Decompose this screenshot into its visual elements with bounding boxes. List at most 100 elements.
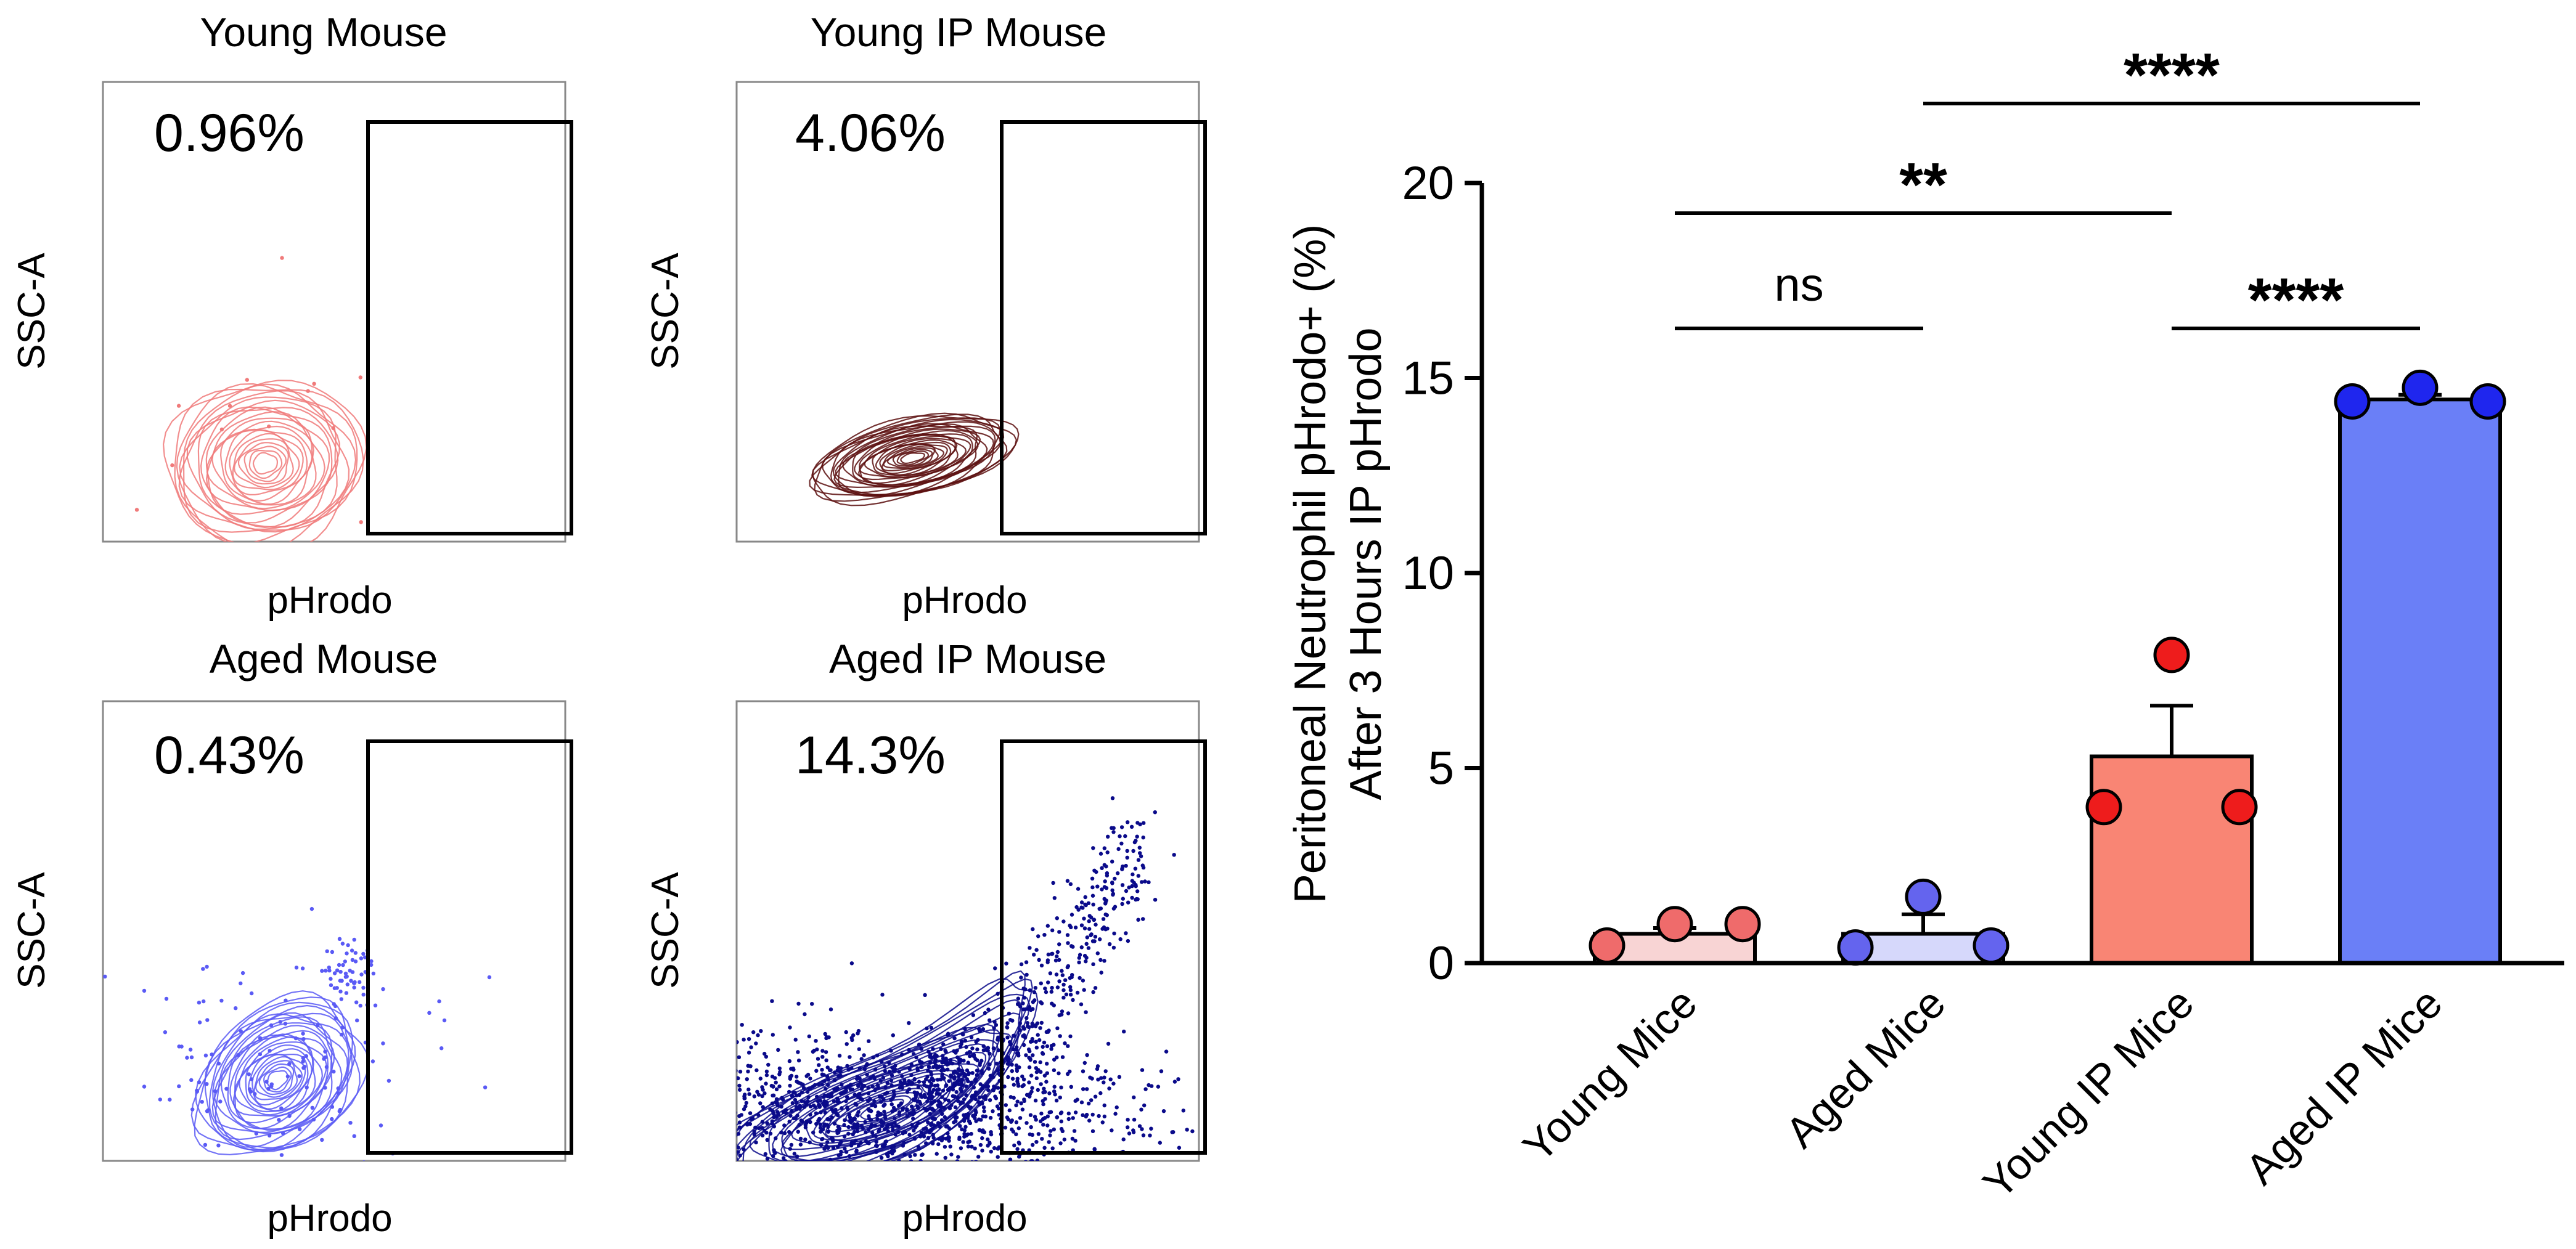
event-dot [279, 1153, 284, 1157]
event-dot [855, 1184, 859, 1187]
contour-line [737, 978, 1033, 1161]
event-dot [1032, 953, 1036, 957]
event-dot [1053, 1092, 1057, 1097]
event-dot [177, 1084, 181, 1089]
event-dot [1058, 1141, 1063, 1145]
event-dot [452, 1203, 456, 1207]
event-dot [687, 1093, 691, 1097]
event-dot [632, 1175, 636, 1179]
event-dot [659, 1097, 663, 1101]
event-dot [662, 1088, 666, 1091]
event-dot [803, 1012, 807, 1017]
event-dot [1105, 913, 1110, 917]
event-dot [1111, 826, 1116, 831]
event-dot [1082, 953, 1087, 958]
event-dot [889, 1102, 894, 1107]
event-dot [1079, 1002, 1084, 1007]
event-dot [1131, 1128, 1135, 1133]
category-label: Young IP Mice [1974, 978, 2203, 1208]
event-dot [1068, 1034, 1073, 1039]
event-dot [959, 1146, 963, 1150]
event-dot [1043, 1097, 1047, 1101]
event-dot [1066, 1111, 1071, 1116]
event-dot [714, 1083, 718, 1087]
event-dot [1091, 846, 1095, 850]
event-dot [197, 1000, 202, 1005]
event-dot [774, 1080, 778, 1085]
flow-panel-aged-mouse: Aged Mouse 0.43% pHrodo SSC-A [10, 636, 573, 1240]
event-dot [203, 1053, 208, 1058]
event-dot [782, 1165, 786, 1169]
event-dot [848, 1115, 853, 1120]
event-dot [941, 1165, 944, 1168]
event-dot [487, 975, 492, 980]
event-dot [987, 1141, 992, 1145]
event-dot [756, 1092, 761, 1097]
event-dot [740, 1023, 744, 1027]
event-dot [709, 1013, 713, 1017]
contour-line [220, 1025, 335, 1130]
event-dot [340, 978, 344, 983]
event-dot [739, 1113, 744, 1117]
plot-frame [102, 700, 566, 1162]
significance-brackets: ns ********** [1675, 41, 2420, 335]
event-dot [1124, 931, 1128, 935]
contour-line [854, 433, 973, 486]
event-dot [579, 1107, 583, 1111]
event-dot [716, 1128, 719, 1131]
event-dot [663, 1051, 666, 1054]
event-dot [1034, 1076, 1039, 1081]
event-dot [1104, 865, 1108, 869]
significance-label: **** [2248, 266, 2344, 335]
event-dot [1227, 1125, 1230, 1128]
event-dot [250, 991, 254, 996]
event-dot [995, 1104, 1000, 1109]
event-dot [766, 1062, 771, 1067]
event-dot [792, 1152, 797, 1156]
event-dot [1031, 1007, 1035, 1011]
event-dot [824, 1058, 828, 1063]
event-dot [378, 1123, 383, 1128]
density-contours [737, 970, 1039, 1161]
event-dot [1052, 1003, 1057, 1007]
event-dot [633, 1168, 637, 1172]
event-dot [659, 1126, 663, 1129]
event-dot [70, 1104, 73, 1107]
event-dot [957, 1164, 960, 1168]
event-dot [1068, 882, 1073, 887]
x-axis-label: pHrodo [267, 1197, 392, 1240]
event-dot [1041, 1102, 1045, 1107]
event-dot [789, 1142, 794, 1147]
event-dot [644, 1077, 647, 1081]
event-dot [1027, 1065, 1032, 1070]
event-dot [654, 1136, 658, 1140]
event-dot [1044, 1080, 1049, 1084]
event-dot [965, 1068, 970, 1073]
event-dot [726, 1125, 729, 1128]
event-dot [693, 1157, 697, 1161]
event-dot [1119, 825, 1124, 829]
event-dot [1033, 986, 1038, 990]
contour-line [872, 439, 956, 476]
event-dot [727, 500, 731, 504]
event-dot [359, 972, 364, 977]
event-dot [189, 1078, 194, 1083]
event-dot [1093, 935, 1098, 939]
event-dot [788, 1170, 792, 1174]
event-dot [1092, 868, 1097, 873]
event-dot [710, 1144, 714, 1147]
event-dot [1190, 1129, 1195, 1134]
event-dot [756, 1175, 760, 1179]
event-dot [1084, 1010, 1088, 1014]
contour-line [227, 1030, 333, 1131]
event-dot [679, 1082, 682, 1086]
event-dot [677, 1163, 681, 1167]
event-dot [683, 1061, 687, 1065]
event-dot [1102, 846, 1107, 850]
event-dot [717, 1102, 721, 1105]
event-dot [701, 1087, 705, 1091]
event-dot [938, 1166, 942, 1170]
event-dot [556, 1112, 560, 1116]
event-dot [730, 1013, 734, 1017]
event-dot [698, 1076, 701, 1080]
